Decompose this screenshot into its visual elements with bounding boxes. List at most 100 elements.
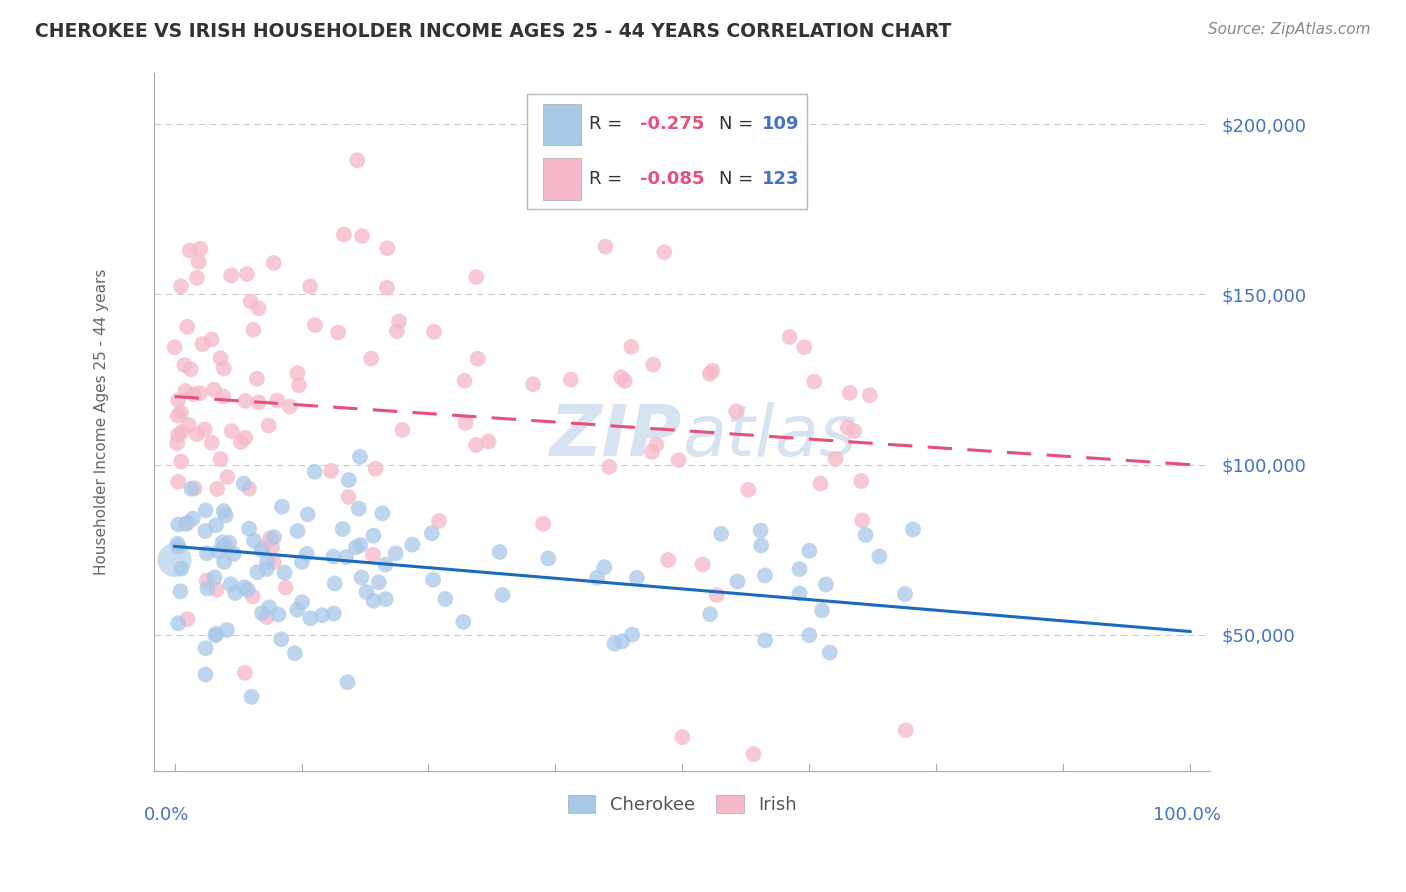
Point: [195, 546, 218, 560]
Point: [166, 409, 188, 423]
Point: [236, 267, 259, 281]
Point: [242, 590, 264, 604]
Point: [211, 535, 233, 549]
Point: [837, 420, 859, 434]
Point: [291, 555, 314, 569]
Point: [170, 425, 193, 439]
Point: [273, 566, 295, 580]
Text: R =: R =: [589, 115, 628, 134]
Point: [814, 577, 837, 591]
Point: [537, 551, 560, 566]
Point: [522, 377, 544, 392]
Point: [186, 271, 208, 285]
Text: CHEROKEE VS IRISH HOUSEHOLDER INCOME AGES 25 - 44 YEARS CORRELATION CHART: CHEROKEE VS IRISH HOUSEHOLDER INCOME AGE…: [35, 22, 952, 41]
Point: [176, 612, 198, 626]
Point: [212, 389, 235, 403]
Text: 109: 109: [762, 115, 799, 134]
Point: [256, 555, 278, 569]
Point: [323, 576, 346, 591]
Point: [350, 570, 373, 584]
Point: [191, 337, 214, 351]
Point: [793, 340, 815, 354]
Point: [725, 404, 748, 418]
Point: [188, 386, 211, 401]
Point: [212, 361, 235, 376]
Point: [598, 459, 620, 474]
Point: [754, 568, 776, 582]
Point: [236, 582, 259, 597]
Point: [204, 570, 226, 584]
Point: [299, 611, 322, 625]
Point: [844, 424, 866, 438]
Point: [332, 522, 354, 536]
Point: [612, 634, 634, 648]
Point: [337, 490, 360, 504]
Point: [593, 560, 616, 574]
Point: [212, 539, 235, 553]
Point: [287, 524, 309, 538]
Point: [288, 378, 311, 392]
Point: [692, 558, 714, 572]
Legend: Cherokee, Irish: Cherokee, Irish: [561, 788, 804, 822]
Point: [810, 476, 832, 491]
Point: [491, 588, 513, 602]
Point: [217, 470, 239, 484]
Point: [221, 424, 243, 438]
Point: [212, 555, 235, 569]
Point: [603, 637, 626, 651]
Point: [238, 522, 260, 536]
Point: [167, 517, 190, 532]
Point: [163, 340, 186, 354]
FancyBboxPatch shape: [543, 104, 581, 145]
Point: [167, 540, 190, 554]
Point: [260, 540, 283, 554]
Point: [238, 482, 260, 496]
Point: [212, 504, 235, 518]
Point: [375, 241, 398, 255]
Point: [346, 153, 368, 168]
Point: [247, 395, 270, 409]
Point: [710, 526, 733, 541]
Text: -0.275: -0.275: [640, 115, 704, 134]
Point: [654, 245, 676, 260]
Point: [208, 544, 231, 558]
Point: [259, 600, 281, 615]
Point: [194, 641, 217, 656]
Point: [349, 450, 371, 464]
Point: [246, 372, 269, 386]
Point: [195, 574, 218, 588]
Point: [187, 255, 209, 269]
Point: [645, 438, 668, 452]
Point: [811, 603, 834, 617]
Point: [166, 436, 188, 450]
Point: [170, 561, 193, 575]
Point: [232, 476, 254, 491]
Point: [361, 548, 384, 562]
Point: [233, 580, 256, 594]
Point: [477, 434, 499, 449]
Point: [205, 626, 228, 640]
Point: [838, 385, 860, 400]
Point: [214, 539, 236, 553]
Point: [422, 573, 444, 587]
Point: [247, 301, 270, 316]
Point: [337, 473, 360, 487]
Point: [180, 362, 202, 376]
Point: [626, 571, 648, 585]
Point: [423, 325, 446, 339]
Point: [595, 239, 617, 253]
Point: [177, 516, 200, 530]
Point: [754, 633, 776, 648]
Point: [240, 690, 263, 704]
Point: [319, 464, 342, 478]
Point: [453, 374, 475, 388]
Point: [467, 351, 489, 366]
Point: [250, 606, 273, 620]
Point: [270, 632, 292, 647]
Point: [163, 553, 186, 567]
Point: [613, 374, 636, 388]
Point: [219, 577, 242, 591]
Point: [183, 481, 205, 495]
Point: [304, 465, 326, 479]
Point: [219, 268, 242, 283]
